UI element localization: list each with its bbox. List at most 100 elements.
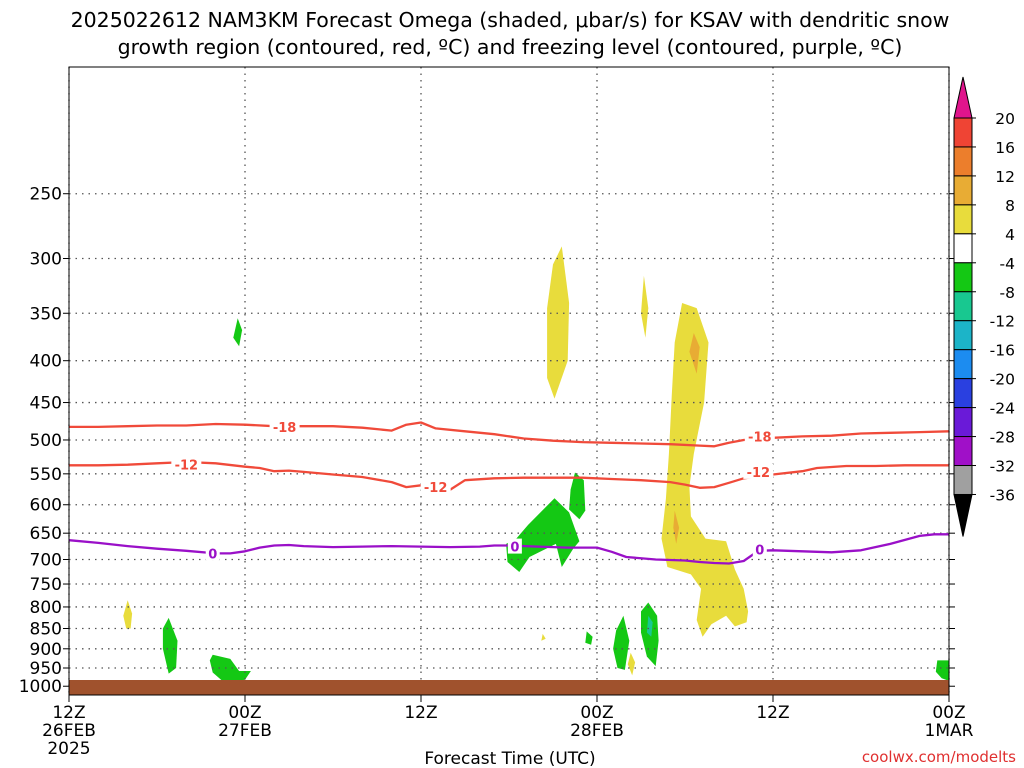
colorbar-top-arrow — [953, 76, 973, 119]
colorbar-tick-label: 12 — [995, 168, 1015, 186]
x-tick-label: 00Z — [228, 703, 261, 723]
contours: -18 -18 -12 -12 -12 0 0 0 — [68, 418, 950, 565]
colorbar-tick-label: -12 — [990, 313, 1015, 331]
contour-label: 0 — [755, 544, 764, 559]
colorbar-bin — [953, 465, 973, 495]
y-tick-label: 950 — [30, 659, 62, 679]
x-tick-label: 2025 — [47, 739, 90, 759]
x-tick-label: 27FEB — [218, 721, 272, 741]
y-tick-label: 900 — [30, 640, 62, 660]
plot-frame — [68, 66, 950, 696]
y-tick-label: 400 — [30, 352, 62, 372]
x-tick-label: 28FEB — [570, 721, 624, 741]
ground-surface — [69, 680, 949, 695]
omega-shading — [123, 246, 949, 683]
colorbar-bin — [953, 262, 973, 293]
y-tick-label: 350 — [30, 304, 62, 324]
pressure-axis: 2503003504004505005506006507007508008509… — [19, 185, 955, 697]
contour-label: 0 — [208, 547, 217, 562]
omega-region-negative — [569, 472, 586, 520]
x-tick-label: 00Z — [580, 703, 613, 723]
colorbar-tick-label: -8 — [1000, 284, 1015, 302]
plot-area: -18 -18 -12 -12 -12 0 0 0 — [68, 66, 950, 696]
x-tick-label: 00Z — [932, 703, 965, 723]
colorbar-bin — [953, 378, 973, 409]
contour-label-bg — [420, 479, 451, 495]
colorbar-tick-label: -16 — [990, 342, 1015, 360]
x-tick-label: 12Z — [756, 703, 789, 723]
colorbar-tick-label: 20 — [995, 110, 1015, 128]
omega-region-positive — [661, 303, 749, 637]
y-tick-label: 450 — [30, 394, 62, 414]
y-tick-label: 700 — [30, 551, 62, 571]
contour-label: -12 — [424, 481, 448, 496]
colorbar-tick-label: -36 — [990, 486, 1015, 504]
contour-label: 0 — [510, 541, 519, 556]
contour-label-bg — [744, 428, 775, 444]
x-tick-label: 26FEB — [42, 721, 96, 741]
colorbar-bin — [953, 349, 973, 380]
colorbar-tick-label: 8 — [1005, 197, 1015, 215]
omega-region-positive — [641, 275, 649, 338]
contour-label: -18 — [273, 421, 297, 436]
contour-label-bg — [743, 463, 774, 479]
contour-label-bg — [507, 538, 522, 554]
plot-background — [69, 67, 949, 695]
x-tick-label: 1MAR — [925, 721, 974, 741]
colorbar-bin — [953, 407, 973, 438]
omega-region-negative — [506, 498, 580, 572]
contour-label: -18 — [748, 430, 772, 445]
colorbar-bottom-arrow — [953, 493, 973, 537]
contour-label: -12 — [747, 466, 771, 481]
colorbar-bin — [953, 146, 973, 177]
y-tick-label: 750 — [30, 575, 62, 595]
chart-title-line1: 2025022612 NAM3KM Forecast Omega (shaded… — [71, 8, 950, 32]
contour-label-bg — [171, 456, 202, 472]
y-tick-label: 300 — [30, 249, 62, 269]
colorbar-bin — [953, 175, 973, 206]
y-tick-label: 850 — [30, 619, 62, 639]
contour-line-0 — [68, 533, 949, 565]
credit-text: coolwx.com/modelts — [862, 748, 1016, 766]
colorbar-tick-label: -4 — [1000, 255, 1015, 273]
colorbar-tick-label: -32 — [990, 458, 1015, 476]
colorbar-bin — [953, 291, 973, 322]
omega-region-negative — [646, 615, 653, 637]
colorbar-tick-label: -24 — [990, 400, 1015, 418]
colorbar-bin — [953, 117, 973, 148]
omega-region-positive — [541, 633, 546, 641]
omega-region-positive — [123, 600, 133, 629]
omega-region-negative — [585, 631, 593, 645]
contour-line--18 — [69, 421, 950, 448]
colorbar: 20 16 12 8 4 -4 -8 -12 -16 -20 -24 -28 -32 -36 — [953, 76, 1015, 537]
y-tick-label: 600 — [30, 496, 62, 516]
omega-region-negative — [162, 617, 178, 674]
colorbar-tick-label: 16 — [995, 139, 1015, 157]
colorbar-bin — [953, 320, 973, 351]
x-axis-label: Forecast Time (UTC) — [424, 749, 595, 768]
contour-line--12 — [69, 460, 949, 491]
colorbar-tick-label: -20 — [990, 371, 1015, 389]
contour-label-bg — [269, 418, 300, 434]
omega-region-positive — [627, 652, 636, 676]
colorbar-tick-label: -28 — [990, 429, 1015, 447]
y-tick-label: 1000 — [19, 677, 62, 697]
y-tick-label: 250 — [30, 185, 62, 205]
y-tick-label: 500 — [30, 431, 62, 451]
colorbar-bin — [953, 233, 973, 264]
contour-label: -12 — [175, 459, 199, 474]
omega-region-positive — [689, 333, 700, 374]
omega-region-negative — [233, 318, 243, 347]
y-tick-label: 550 — [30, 465, 62, 485]
omega-region-negative — [935, 660, 949, 681]
y-tick-label: 650 — [30, 524, 62, 544]
x-tick-label: 12Z — [404, 703, 437, 723]
colorbar-bin — [953, 436, 973, 467]
colorbar-bin — [953, 204, 973, 235]
colorbar-tick-label: 4 — [1005, 226, 1015, 244]
x-tick-label: 12Z — [52, 703, 85, 723]
omega-region-negative — [613, 615, 630, 670]
contour-label-bg — [205, 545, 220, 561]
